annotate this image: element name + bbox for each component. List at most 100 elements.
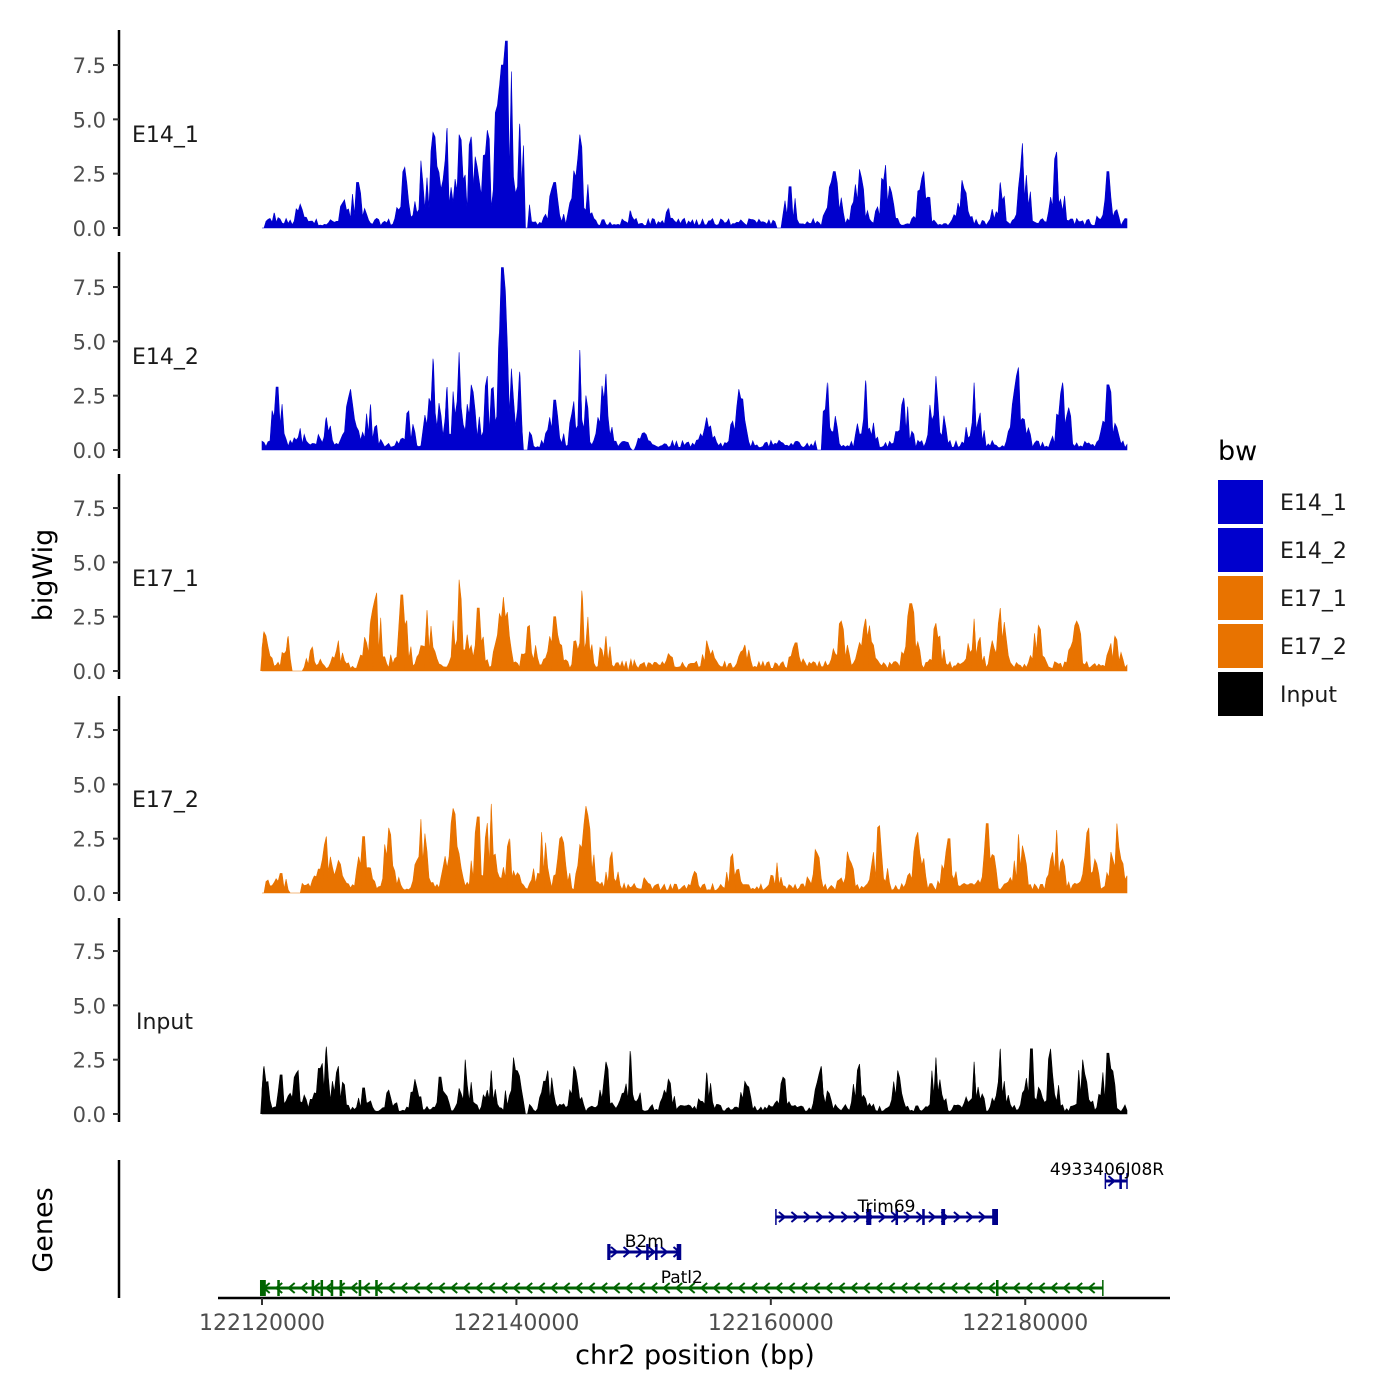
peak-mark — [508, 71, 515, 228]
x-tick-label: 122180000 — [962, 1311, 1088, 1336]
peak-mark — [1079, 1059, 1086, 1114]
y-tick-label: 5.0 — [73, 773, 106, 797]
strand-arrow — [562, 1282, 571, 1294]
peak-mark — [901, 397, 908, 450]
strand-arrow — [840, 1211, 849, 1223]
peak-mark — [837, 621, 844, 671]
strand-arrow — [412, 1282, 421, 1294]
strand-arrow — [324, 1282, 333, 1294]
strand-arrow — [874, 1282, 883, 1294]
gene-label: B2m — [625, 1232, 664, 1252]
peak-mark — [895, 1070, 901, 1114]
peak-mark — [1113, 823, 1120, 893]
peak-mark — [484, 376, 491, 450]
track-E14_1: 0.0 2.5 5.0 7.5 E14_1 — [73, 30, 1128, 241]
peak-mark — [551, 182, 558, 228]
y-tick-label: 7.5 — [73, 497, 106, 521]
strand-arrow — [524, 1282, 533, 1294]
peak-mark — [786, 186, 793, 228]
strand-arrow — [337, 1282, 346, 1294]
x-tick-label: 122120000 — [199, 1311, 325, 1336]
bigwig-tracks: 0.0 2.5 5.0 7.5 E14_1 0.0 2.5 5.0 7.5 E14_2 0.0 2.5… — [73, 30, 1128, 1127]
strand-arrow — [924, 1282, 933, 1294]
peak-mark — [1073, 621, 1080, 671]
peak-mark — [971, 382, 978, 450]
peak-mark — [704, 1072, 711, 1114]
peak-mark — [666, 1079, 673, 1114]
peak-mark — [627, 210, 634, 228]
peak-mark — [557, 836, 564, 893]
legend-swatch — [1218, 576, 1263, 620]
strand-arrow — [399, 1282, 408, 1294]
strand-arrow — [762, 1282, 771, 1294]
peak-mark — [570, 1066, 577, 1114]
legend-swatch — [1218, 480, 1263, 524]
exon — [995, 1280, 999, 1296]
y-tick-label: 0.0 — [73, 1103, 106, 1127]
exon — [655, 1244, 658, 1260]
exon — [676, 1244, 681, 1260]
peak-mark — [260, 1066, 267, 1114]
peak-mark — [449, 808, 456, 893]
strand-arrow — [574, 1282, 583, 1294]
peak-mark — [488, 803, 494, 893]
peak-mark — [1104, 1053, 1111, 1114]
strand-arrow — [635, 1246, 644, 1258]
strand-arrow — [1074, 1282, 1083, 1294]
peak-mark — [1085, 827, 1092, 893]
strand-arrow — [674, 1282, 683, 1294]
exon — [339, 1280, 343, 1296]
legend-swatch — [1218, 528, 1263, 572]
peak-mark — [484, 130, 491, 228]
y-tick-label: 5.0 — [73, 108, 106, 132]
peak-mark — [367, 404, 374, 450]
strand-arrow — [1049, 1282, 1058, 1294]
peak-mark — [780, 1077, 787, 1114]
peak-mark — [577, 350, 583, 450]
exon — [895, 1209, 899, 1225]
strand-arrow — [462, 1282, 471, 1294]
peak-mark — [793, 642, 800, 671]
signal-area-E14_1 — [262, 40, 1128, 229]
exon — [277, 1280, 280, 1296]
strand-arrow — [887, 1282, 896, 1294]
peak-mark — [526, 625, 533, 671]
strand-arrow — [812, 1282, 821, 1294]
peak-mark — [583, 806, 590, 893]
strand-arrow — [299, 1282, 308, 1294]
x-tick-label: 122140000 — [453, 1311, 579, 1336]
peak-mark — [271, 212, 278, 228]
strand-arrow — [774, 1282, 783, 1294]
peak-mark — [456, 134, 463, 228]
peak-mark — [608, 851, 615, 893]
peak-mark — [462, 1059, 469, 1114]
y-tick-label: 2.5 — [73, 828, 106, 852]
peak-mark — [456, 352, 463, 450]
peak-mark — [475, 816, 482, 893]
peak-mark — [517, 123, 524, 228]
strand-arrow — [949, 1282, 958, 1294]
peak-mark — [265, 880, 272, 893]
peak-mark — [278, 873, 285, 893]
legend-label: E14_1 — [1280, 491, 1347, 516]
strand-arrow — [1107, 1175, 1116, 1187]
exon — [311, 1280, 315, 1296]
peak-mark — [691, 871, 698, 893]
peak-mark — [538, 832, 545, 893]
strand-arrow — [699, 1282, 708, 1294]
signal-area-E14_2 — [261, 267, 1128, 451]
strand-arrow — [712, 1282, 721, 1294]
peak-mark — [354, 182, 361, 228]
legend-label: E17_1 — [1280, 587, 1347, 612]
strand-arrow — [999, 1282, 1008, 1294]
strand-arrow — [610, 1246, 619, 1258]
track-label: E17_2 — [132, 788, 199, 813]
peak-mark — [875, 825, 882, 893]
peak-mark — [386, 827, 393, 893]
peak-mark — [309, 647, 316, 671]
y-tick-label: 0.0 — [73, 660, 106, 684]
exon — [320, 1280, 324, 1296]
peak-mark — [430, 132, 437, 228]
peak-mark — [627, 1051, 634, 1114]
strand-arrow — [387, 1282, 396, 1294]
